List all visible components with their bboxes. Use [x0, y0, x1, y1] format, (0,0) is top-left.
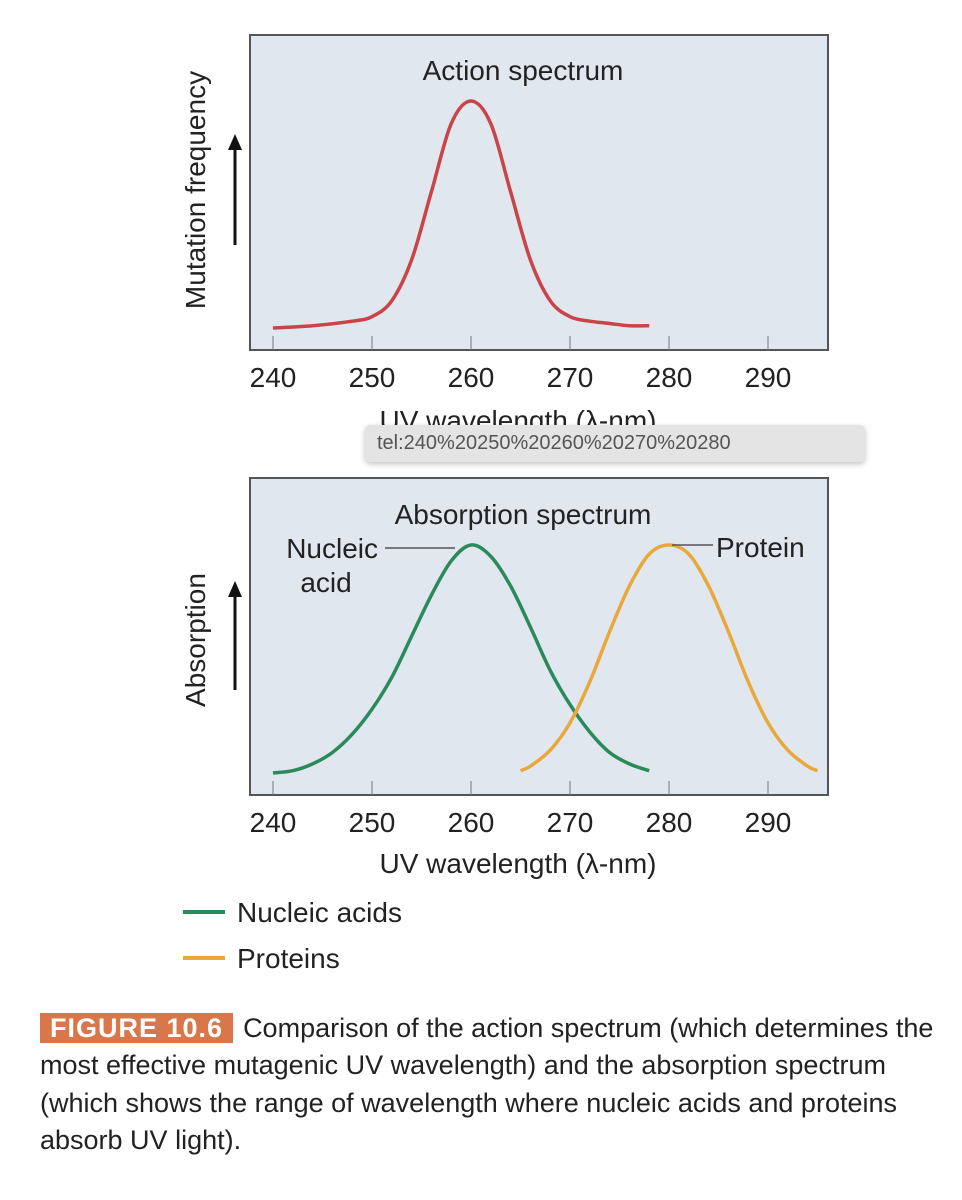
x-tick-label: 280 [646, 807, 693, 838]
legend-proteins: Proteins [237, 943, 340, 974]
x-tick-label: 290 [745, 362, 792, 393]
figure-charts: 240 250 260 270 280 290 240 250 260 270 280 290 Ac… [180, 34, 829, 974]
Proteins-curve [519, 543, 819, 773]
x-tick-label: 270 [547, 362, 594, 393]
protein-annotation: Protein [716, 532, 805, 563]
x-tick-label: 240 [250, 362, 297, 393]
x-tick-label: 280 [646, 362, 693, 393]
action-ylabel: Mutation frequency [180, 71, 211, 309]
x-tick-label: 250 [349, 807, 396, 838]
y-arrow-icon [228, 581, 242, 690]
x-tick-label: 250 [349, 362, 396, 393]
x-tick-label: 260 [448, 807, 495, 838]
legend-nucleic-acids: Nucleic acids [237, 897, 402, 928]
figure-badge: FIGURE 10.6 [40, 1013, 234, 1043]
action-chart: 240 250 260 270 280 290 [250, 99, 792, 393]
link-tooltip: tel:240%20250%20260%20270%20280 [365, 425, 865, 462]
action-curve [272, 99, 650, 330]
action-title: Action spectrum [423, 55, 624, 86]
x-tick-label: 240 [250, 807, 297, 838]
absorption-ylabel: Absorption [180, 573, 211, 707]
nucleic-acid-annotation-2: acid [300, 567, 351, 598]
x-tick-label: 290 [745, 807, 792, 838]
x-tick-label: 270 [547, 807, 594, 838]
figure-caption: FIGURE 10.6 Comparison of the action spec… [40, 1010, 940, 1159]
absorption-title: Absorption spectrum [395, 499, 652, 530]
absorption-chart: 240 250 260 270 280 290 [250, 543, 819, 838]
Nucleic acids-curve [272, 543, 650, 775]
nucleic-acid-annotation-1: Nucleic [286, 533, 378, 564]
x-tick-label: 260 [448, 362, 495, 393]
absorption-xlabel: UV wavelength (λ-nm) [380, 848, 657, 879]
caption-text: Comparison of the action spectrum (which… [40, 1013, 934, 1155]
y-arrow-icon [228, 134, 242, 245]
action-plot-area [249, 34, 829, 351]
